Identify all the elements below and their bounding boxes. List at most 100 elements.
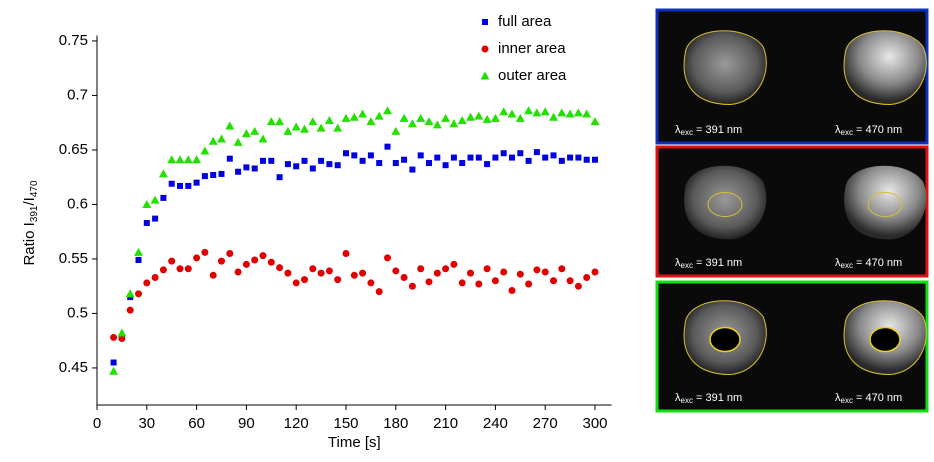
data-point bbox=[334, 276, 342, 284]
data-point bbox=[566, 277, 574, 285]
data-point bbox=[565, 109, 575, 118]
data-point bbox=[449, 119, 459, 128]
data-point bbox=[359, 157, 366, 164]
data-point bbox=[426, 160, 432, 167]
data-point bbox=[284, 161, 291, 168]
data-point bbox=[500, 150, 507, 157]
data-point bbox=[343, 150, 349, 157]
data-point bbox=[283, 126, 293, 135]
data-point bbox=[126, 306, 134, 314]
x-tick-label: 30 bbox=[138, 415, 155, 432]
data-point bbox=[118, 335, 126, 343]
data-point bbox=[475, 280, 483, 288]
data-point bbox=[483, 265, 491, 273]
data-point bbox=[258, 134, 268, 143]
data-point bbox=[218, 257, 225, 265]
data-point bbox=[524, 106, 534, 115]
panel-label-subscript: exc bbox=[841, 261, 853, 270]
data-point bbox=[349, 112, 359, 121]
data-point bbox=[482, 19, 488, 25]
cell-image bbox=[843, 30, 927, 106]
data-point bbox=[135, 290, 142, 298]
roi-outline bbox=[707, 192, 743, 217]
data-point bbox=[384, 254, 391, 262]
data-point bbox=[567, 154, 574, 161]
data-point bbox=[516, 270, 524, 278]
x-axis-label: Time [s] bbox=[328, 434, 381, 451]
data-point bbox=[350, 271, 358, 279]
data-point bbox=[292, 279, 300, 287]
data-point bbox=[210, 172, 217, 179]
panel-label-text: = 391 nm bbox=[693, 124, 742, 136]
data-point bbox=[284, 269, 292, 277]
data-point bbox=[384, 143, 391, 150]
cell-image bbox=[683, 30, 767, 106]
roi-outline bbox=[867, 192, 903, 217]
data-point bbox=[466, 112, 475, 121]
y-tick-label: 0.7 bbox=[67, 86, 88, 103]
data-point bbox=[158, 169, 168, 178]
data-point bbox=[442, 265, 450, 273]
data-point bbox=[276, 174, 283, 181]
data-point bbox=[517, 150, 524, 157]
data-point bbox=[143, 279, 151, 287]
data-point bbox=[301, 157, 308, 164]
data-point bbox=[201, 173, 208, 180]
data-point bbox=[226, 155, 233, 162]
y-axis-label: Ratio I391/I470 bbox=[21, 180, 40, 266]
data-point bbox=[309, 265, 317, 273]
data-point bbox=[457, 116, 467, 125]
y-tick-label: 0.5 bbox=[67, 304, 88, 321]
data-point bbox=[300, 124, 309, 133]
data-point bbox=[117, 328, 127, 337]
panel-label-subscript: exc bbox=[841, 128, 853, 137]
data-point bbox=[192, 155, 202, 164]
data-point bbox=[424, 117, 434, 126]
y-tick-label: 0.45 bbox=[59, 359, 88, 376]
y-label-text: /I bbox=[21, 197, 38, 205]
data-point bbox=[550, 152, 557, 159]
data-point bbox=[442, 162, 449, 169]
y-tick-label: 0.65 bbox=[59, 141, 88, 158]
data-point bbox=[308, 117, 318, 126]
x-tick-label: 180 bbox=[383, 415, 408, 432]
data-point bbox=[441, 113, 451, 122]
data-point bbox=[467, 154, 474, 161]
data-point bbox=[484, 161, 491, 168]
x-tick-label: 150 bbox=[333, 415, 358, 432]
data-point bbox=[401, 156, 408, 163]
data-point bbox=[316, 123, 326, 132]
data-point bbox=[509, 154, 515, 161]
panel-label-subscript: exc bbox=[841, 396, 853, 405]
data-point bbox=[500, 268, 508, 276]
data-point bbox=[109, 366, 119, 375]
data-point bbox=[481, 45, 489, 53]
panel-label: λexc = 391 nm bbox=[675, 124, 742, 137]
data-point bbox=[250, 126, 260, 135]
x-tick-label: 90 bbox=[238, 415, 255, 432]
data-point bbox=[557, 108, 567, 117]
panel-label-text: = 470 nm bbox=[853, 257, 902, 269]
data-point bbox=[251, 256, 259, 264]
data-point bbox=[450, 260, 458, 268]
data-point bbox=[176, 265, 184, 273]
data-point bbox=[374, 111, 384, 120]
y-label-subscript: 470 bbox=[29, 180, 40, 197]
data-point bbox=[334, 162, 341, 169]
data-point bbox=[508, 287, 516, 295]
x-tick-label: 210 bbox=[433, 415, 458, 432]
data-point bbox=[134, 247, 143, 256]
data-point bbox=[333, 123, 343, 132]
x-tick-label: 300 bbox=[582, 415, 607, 432]
data-point bbox=[226, 249, 234, 257]
y-tick-label: 0.6 bbox=[67, 195, 88, 212]
data-point bbox=[499, 107, 509, 116]
roi-mask bbox=[709, 326, 741, 353]
data-point bbox=[549, 112, 558, 121]
data-point bbox=[150, 195, 160, 204]
data-point bbox=[433, 269, 441, 277]
data-point bbox=[110, 333, 118, 341]
cell-image bbox=[844, 165, 927, 240]
data-point bbox=[482, 114, 492, 123]
